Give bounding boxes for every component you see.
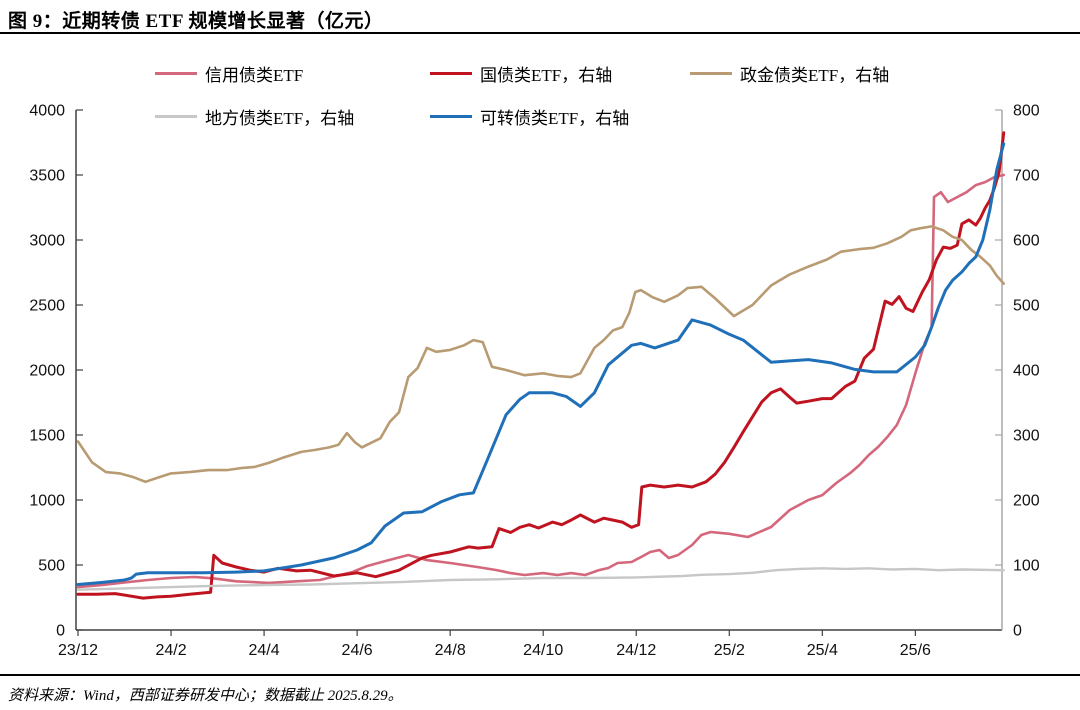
svg-text:24/4: 24/4: [249, 642, 280, 659]
svg-text:4000: 4000: [29, 103, 65, 120]
legend-label-credit-etf: 信用债类ETF: [205, 65, 304, 85]
legend-item-credit-etf: 信用债类ETF: [155, 64, 303, 85]
svg-text:24/2: 24/2: [155, 642, 186, 659]
title-divider: [0, 32, 1080, 34]
svg-text:400: 400: [1013, 363, 1040, 380]
svg-text:1500: 1500: [29, 428, 65, 445]
legend-swatch-policy-bank-etf: [690, 71, 732, 75]
footer-divider: [0, 674, 1080, 676]
source-note: 资料来源：Wind，西部证券研发中心；数据截止 2025.8.29。: [8, 688, 403, 704]
svg-text:1000: 1000: [29, 493, 65, 510]
legend-swatch-credit-etf: [155, 71, 197, 75]
svg-text:100: 100: [1013, 558, 1040, 575]
legend-label-convertible-etf: 可转债类ETF，右轴: [480, 108, 630, 128]
svg-text:0: 0: [1013, 623, 1022, 640]
legend-swatch-treasury-etf: [430, 71, 472, 75]
svg-text:600: 600: [1013, 233, 1040, 250]
svg-text:0: 0: [56, 623, 65, 640]
svg-text:500: 500: [38, 558, 65, 575]
svg-text:24/8: 24/8: [435, 642, 466, 659]
legend-label-local-gov-etf: 地方债类ETF，右轴: [205, 108, 355, 128]
legend-item-convertible-etf: 可转债类ETF，右轴: [430, 107, 629, 128]
svg-text:23/12: 23/12: [58, 642, 98, 659]
svg-text:300: 300: [1013, 428, 1040, 445]
legend-item-local-gov-etf: 地方债类ETF，右轴: [155, 107, 354, 128]
legend-item-policy-bank-etf: 政金债类ETF，右轴: [690, 64, 889, 85]
svg-text:2000: 2000: [29, 363, 65, 380]
legend-swatch-local-gov-etf: [155, 114, 197, 118]
svg-text:2500: 2500: [29, 298, 65, 315]
svg-text:3000: 3000: [29, 233, 65, 250]
legend-swatch-convertible-etf: [430, 114, 472, 118]
svg-text:800: 800: [1013, 103, 1040, 120]
legend-item-treasury-etf: 国债类ETF，右轴: [430, 64, 612, 85]
svg-text:700: 700: [1013, 168, 1040, 185]
svg-text:200: 200: [1013, 493, 1040, 510]
svg-text:25/4: 25/4: [807, 642, 838, 659]
svg-text:24/6: 24/6: [342, 642, 373, 659]
svg-text:24/12: 24/12: [616, 642, 656, 659]
svg-text:500: 500: [1013, 298, 1040, 315]
svg-text:25/6: 25/6: [900, 642, 931, 659]
svg-text:25/2: 25/2: [714, 642, 745, 659]
legend-label-policy-bank-etf: 政金债类ETF，右轴: [740, 65, 890, 85]
legend-label-treasury-etf: 国债类ETF，右轴: [480, 65, 613, 85]
svg-text:24/10: 24/10: [523, 642, 563, 659]
figure-title: 图 9：近期转债 ETF 规模增长显著（亿元）: [8, 11, 384, 32]
svg-text:3500: 3500: [29, 168, 65, 185]
